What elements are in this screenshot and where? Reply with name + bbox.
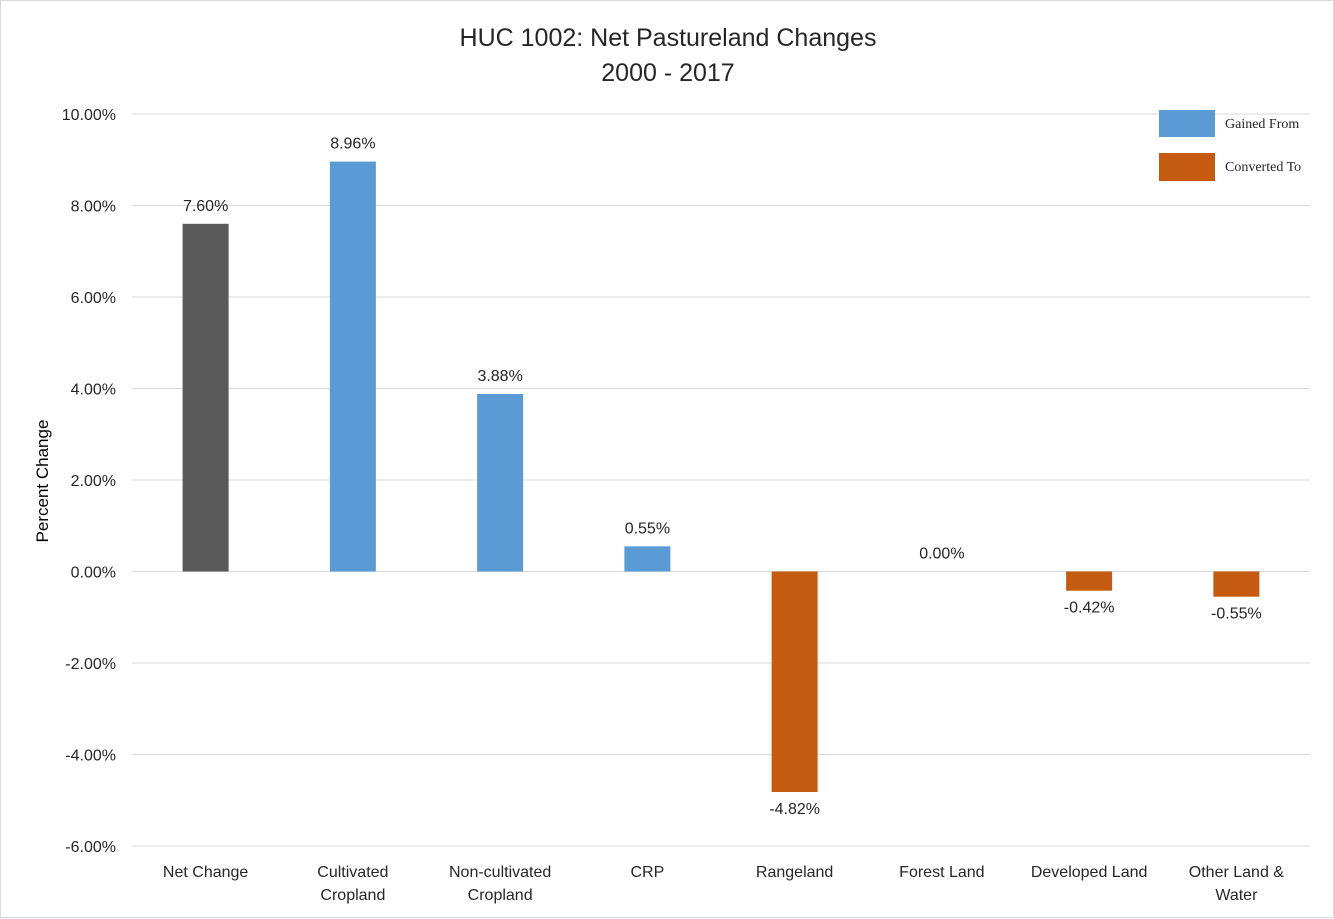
x-axis-categories: Net Change Cultivated Cropland Non-cultivat… xyxy=(163,864,1284,904)
x-category-label: Forest Land xyxy=(899,864,984,881)
y-tick-label: -4.00% xyxy=(65,748,116,765)
gridlines xyxy=(132,113,1310,847)
y-tick-label: -6.00% xyxy=(65,839,116,856)
bar xyxy=(1213,571,1260,597)
x-category-label: Net Change xyxy=(163,864,248,881)
data-label: -0.55% xyxy=(1211,606,1262,623)
legend-swatch-converted-to xyxy=(1159,153,1215,181)
legend-swatch-gained-from xyxy=(1159,110,1215,137)
bar xyxy=(624,546,671,572)
bar xyxy=(771,571,818,793)
bars xyxy=(182,161,1260,793)
x-category-label: CRP xyxy=(630,864,664,881)
bar xyxy=(182,223,229,572)
legend: Gained From Converted To xyxy=(1159,110,1301,181)
data-label: 3.88% xyxy=(477,368,522,385)
data-label: 7.60% xyxy=(183,198,228,215)
data-label: 0.00% xyxy=(919,546,964,563)
bar xyxy=(329,161,376,572)
data-label: 0.55% xyxy=(625,520,670,537)
data-labels: 7.60% 8.96% 3.88% 0.55% -4.82% 0.00% -0.42% -0.… xyxy=(183,136,1262,818)
chart-subtitle: 2000 - 2017 xyxy=(601,59,734,87)
y-tick-label: 10.00% xyxy=(62,107,116,124)
x-category-label: Cultivated xyxy=(317,864,388,881)
x-category-label: Other Land & xyxy=(1189,864,1285,881)
x-category-label: Water xyxy=(1215,887,1258,904)
data-label: -4.82% xyxy=(769,801,820,818)
x-category-label: Developed Land xyxy=(1031,864,1148,881)
y-axis-ticks: -6.00% -4.00% -2.00% 0.00% 2.00% 4.00% 6.00% 8.… xyxy=(62,107,116,856)
legend-label-converted-to: Converted To xyxy=(1225,160,1301,175)
x-category-label: Cropland xyxy=(468,887,533,904)
y-tick-label: 6.00% xyxy=(71,290,116,307)
y-axis-title: Percent Change xyxy=(33,420,52,543)
data-label: -0.42% xyxy=(1064,600,1115,617)
y-tick-label: 2.00% xyxy=(71,473,116,490)
chart-title: HUC 1002: Net Pastureland Changes xyxy=(460,24,877,52)
data-label: 8.96% xyxy=(330,136,375,153)
y-tick-label: -2.00% xyxy=(65,656,116,673)
x-category-label: Cropland xyxy=(320,887,385,904)
y-tick-label: 4.00% xyxy=(71,382,116,399)
y-tick-label: 8.00% xyxy=(71,199,116,216)
y-tick-label: 0.00% xyxy=(71,565,116,582)
bar xyxy=(477,393,524,572)
bar xyxy=(1066,571,1113,591)
legend-label-gained-from: Gained From xyxy=(1225,117,1299,132)
x-category-label: Rangeland xyxy=(756,864,833,881)
x-category-label: Non-cultivated xyxy=(449,864,551,881)
